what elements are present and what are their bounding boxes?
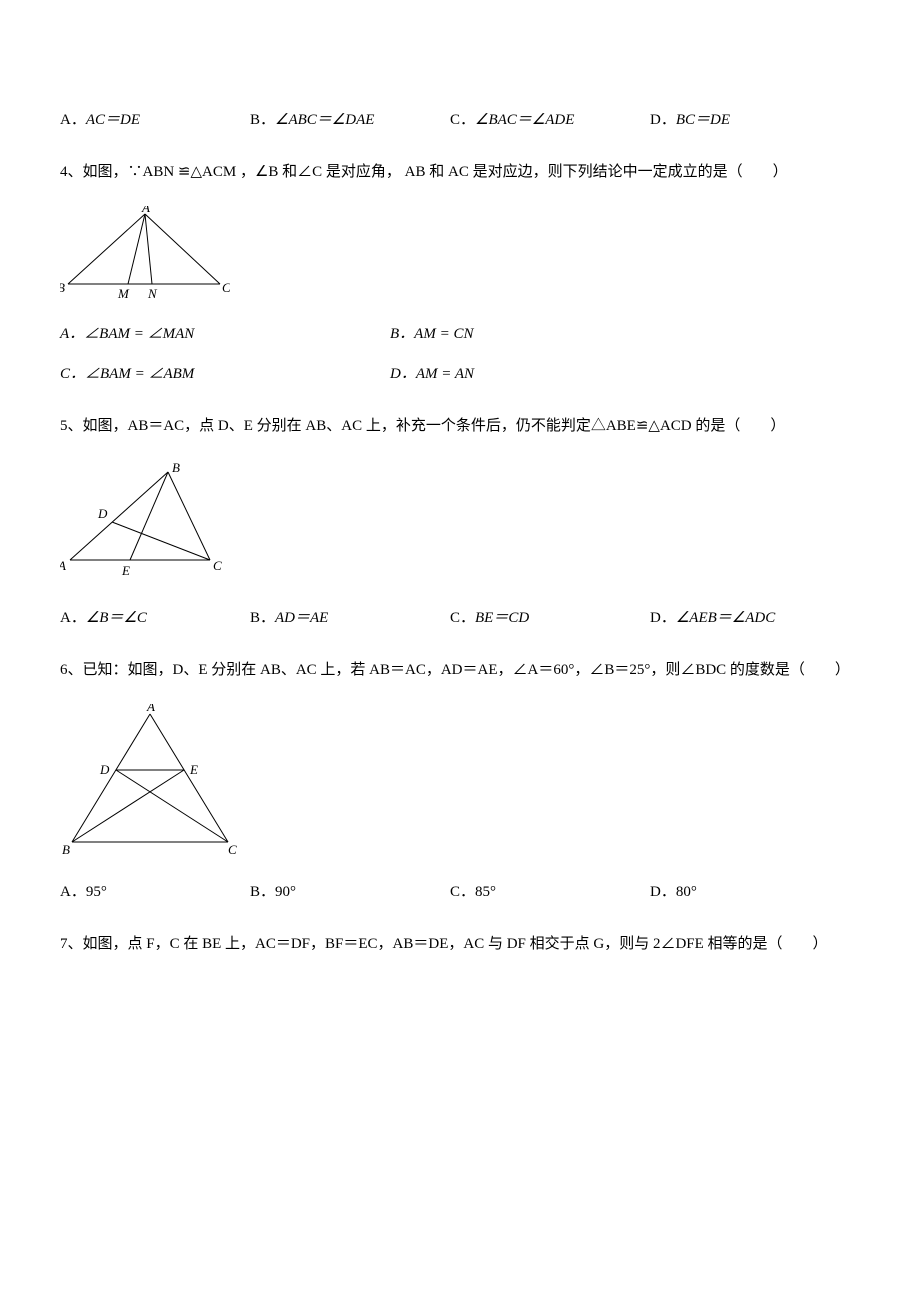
q4-options-row2: C．∠BAM = ∠ABM D．AM = AN (60, 362, 860, 386)
svg-text:N: N (147, 286, 158, 301)
opt-prefix: D． (650, 610, 676, 626)
q5-opt-c: C．BE＝CD (450, 606, 650, 630)
svg-text:E: E (121, 563, 130, 578)
q3-opt-d: D．BC＝DE (650, 108, 820, 132)
opt-text: AD＝AE (275, 610, 328, 626)
q4-options-row1: A．∠BAM = ∠MAN B．AM = CN (60, 322, 860, 346)
q5-triangle-svg: A B C D E (60, 460, 230, 588)
q5-figure: A B C D E (60, 460, 860, 588)
svg-text:B: B (60, 280, 65, 295)
q4-opt-c: C．∠BAM = ∠ABM (60, 362, 390, 386)
opt-text: ∠AEB＝∠ADC (676, 610, 775, 626)
q5-opt-b: B．AD＝AE (250, 606, 450, 630)
svg-text:D: D (99, 762, 110, 777)
opt-prefix: C． (450, 610, 475, 626)
svg-text:A: A (146, 704, 155, 714)
svg-text:C: C (228, 842, 237, 857)
q3-opt-a: A．AC＝DE (60, 108, 250, 132)
opt-prefix: B． (250, 112, 275, 128)
q7-stem: 7、如图，点 F，C 在 BE 上，AC＝DF，BF＝EC，AB＝DE，AC 与… (60, 932, 860, 956)
q3-opt-b: B．∠ABC＝∠DAE (250, 108, 450, 132)
q4-opt-b: B．AM = CN (390, 322, 690, 346)
q5-opt-a: A．∠B＝∠C (60, 606, 250, 630)
opt-prefix: A． (60, 112, 86, 128)
svg-text:A: A (141, 206, 150, 215)
q4-triangle-svg: A B M N C (60, 206, 230, 304)
svg-text:B: B (172, 460, 180, 475)
q6-stem: 6、已知：如图，D、E 分别在 AB、AC 上，若 AB＝AC，AD＝AE，∠A… (60, 658, 860, 682)
q6-opt-d: D．80° (650, 880, 820, 904)
q5-opt-d: D．∠AEB＝∠ADC (650, 606, 820, 630)
q5-stem: 5、如图，AB＝AC，点 D、E 分别在 AB、AC 上，补充一个条件后，仍不能… (60, 414, 860, 438)
q6-opt-a: A．95° (60, 880, 250, 904)
svg-text:M: M (117, 286, 130, 301)
opt-text: BC＝DE (676, 112, 730, 128)
svg-text:A: A (60, 558, 66, 573)
opt-prefix: C． (450, 112, 475, 128)
opt-text: ∠ABC＝∠DAE (275, 112, 374, 128)
opt-text: ∠BAC＝∠ADE (475, 112, 574, 128)
q6-triangle-svg: A B C D E (60, 704, 240, 862)
opt-text: ∠B＝∠C (86, 610, 147, 626)
opt-text: BE＝CD (475, 610, 529, 626)
q3-opt-c: C．∠BAC＝∠ADE (450, 108, 650, 132)
q6-figure: A B C D E (60, 704, 860, 862)
svg-text:C: C (222, 280, 230, 295)
q4-opt-d: D．AM = AN (390, 362, 690, 386)
q3-options: A．AC＝DE B．∠ABC＝∠DAE C．∠BAC＝∠ADE D．BC＝DE (60, 108, 860, 132)
svg-text:C: C (213, 558, 222, 573)
q4-figure: A B M N C (60, 206, 860, 304)
opt-prefix: A． (60, 610, 86, 626)
opt-prefix: D． (650, 112, 676, 128)
opt-prefix: B． (250, 610, 275, 626)
q6-opt-c: C．85° (450, 880, 650, 904)
q5-options: A．∠B＝∠C B．AD＝AE C．BE＝CD D．∠AEB＝∠ADC (60, 606, 860, 630)
opt-text: AC＝DE (86, 112, 140, 128)
svg-text:E: E (189, 762, 198, 777)
q6-options: A．95° B．90° C．85° D．80° (60, 880, 860, 904)
svg-text:D: D (97, 506, 108, 521)
q4-stem: 4、如图，∵ABN ≌△ACM ，∠B 和∠C 是对应角， AB 和 AC 是对… (60, 160, 860, 184)
svg-text:B: B (62, 842, 70, 857)
q4-opt-a: A．∠BAM = ∠MAN (60, 322, 390, 346)
q6-opt-b: B．90° (250, 880, 450, 904)
